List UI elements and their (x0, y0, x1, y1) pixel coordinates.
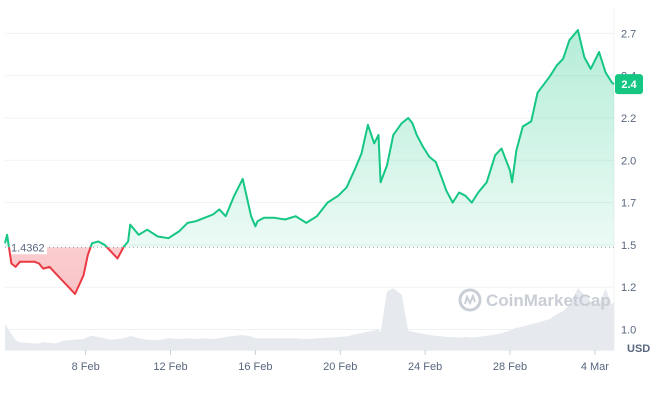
current-price-badge-bg (615, 74, 643, 95)
area-above-baseline (5, 30, 614, 248)
x-axis: 8 Feb 12 Feb 16 Feb 20 Feb 24 Feb 28 Feb 4 Mar (72, 350, 609, 373)
baseline-label: 1.4362 (11, 242, 45, 254)
x-tick-label: 8 Feb (72, 361, 100, 373)
x-tick-label: 28 Feb (493, 361, 527, 373)
x-tick-label: 12 Feb (153, 361, 187, 373)
y-tick-label: 2.7 (621, 28, 636, 40)
price-area (5, 30, 614, 294)
current-price-label: 2.4 (621, 79, 637, 91)
x-tick-label: 24 Feb (408, 361, 442, 373)
y-tick-label: 2.0 (621, 155, 636, 167)
coinmarketcap-logo-icon (458, 288, 482, 312)
y-tick-label: 1.2 (621, 282, 636, 294)
baseline-label-bg (9, 240, 47, 255)
area-below-baseline (8, 247, 124, 294)
y-tick-label: 1.0 (621, 325, 636, 337)
y-axis: 2.7 2.4 2.2 2.0 1.7 1.5 1.2 1.0 (621, 28, 636, 336)
volume-area (5, 288, 614, 350)
y-tick-label: 2.2 (621, 113, 636, 125)
current-price-badge: 2.4 (615, 74, 643, 95)
watermark-text: CoinMarketCap (486, 291, 611, 310)
price-line (4, 29, 615, 295)
baseline: 1.4362 (5, 240, 614, 255)
x-tick-label: 20 Feb (323, 361, 357, 373)
currency-label: USD (627, 343, 650, 355)
price-line-up (4, 29, 615, 248)
x-tick-label: 16 Feb (238, 361, 272, 373)
volume-shape (5, 288, 614, 350)
watermark: CoinMarketCap (458, 288, 611, 312)
x-tick-label: 4 Mar (581, 361, 609, 373)
y-tick-label: 1.5 (621, 240, 636, 252)
y-tick-label: 1.7 (621, 198, 636, 210)
